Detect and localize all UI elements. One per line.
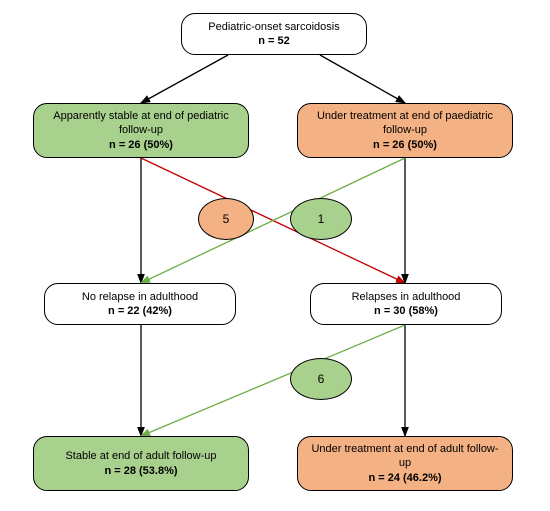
node-label: No relapse in adulthood: [82, 290, 198, 304]
node-treatment-pediatric: Under treatment at end of paediatric fol…: [297, 103, 513, 158]
node-root: Pediatric-onset sarcoidosis n = 52: [181, 13, 367, 55]
node-n: n = 28 (53.8%): [104, 464, 177, 478]
ellipse-label: 1: [318, 212, 325, 226]
node-relapse: Relapses in adulthood n = 30 (58%): [310, 283, 502, 325]
ellipse-label: 6: [318, 372, 325, 386]
node-stable-adult: Stable at end of adult follow-up n = 28 …: [33, 436, 249, 491]
ellipse-label: 5: [223, 212, 230, 226]
node-n: n = 26 (50%): [373, 138, 437, 152]
node-label: Stable at end of adult follow-up: [65, 449, 216, 463]
node-label: Apparently stable at end of pediatric: [53, 109, 229, 123]
node-label: Relapses in adulthood: [352, 290, 461, 304]
node-label: follow-up: [383, 123, 427, 137]
node-n: n = 24 (46.2%): [368, 471, 441, 485]
node-label: Under treatment at end of adult follow-: [311, 442, 498, 456]
ellipse-count-1: 1: [290, 198, 352, 240]
node-label: up: [399, 456, 411, 470]
flowchart-canvas: Pediatric-onset sarcoidosis n = 52 Appar…: [8, 8, 542, 503]
node-label: Under treatment at end of paediatric: [317, 109, 493, 123]
node-treatment-adult: Under treatment at end of adult follow- …: [297, 436, 513, 491]
node-n: n = 22 (42%): [108, 304, 172, 318]
node-stable-pediatric: Apparently stable at end of pediatric fo…: [33, 103, 249, 158]
node-label: Pediatric-onset sarcoidosis: [208, 20, 339, 34]
node-n: n = 26 (50%): [109, 138, 173, 152]
node-label: follow-up: [119, 123, 163, 137]
ellipse-count-5: 5: [198, 198, 254, 240]
node-n: n = 52: [258, 34, 290, 48]
ellipse-count-6: 6: [290, 358, 352, 400]
edges-layer: [8, 8, 542, 503]
node-n: n = 30 (58%): [374, 304, 438, 318]
node-no-relapse: No relapse in adulthood n = 22 (42%): [44, 283, 236, 325]
